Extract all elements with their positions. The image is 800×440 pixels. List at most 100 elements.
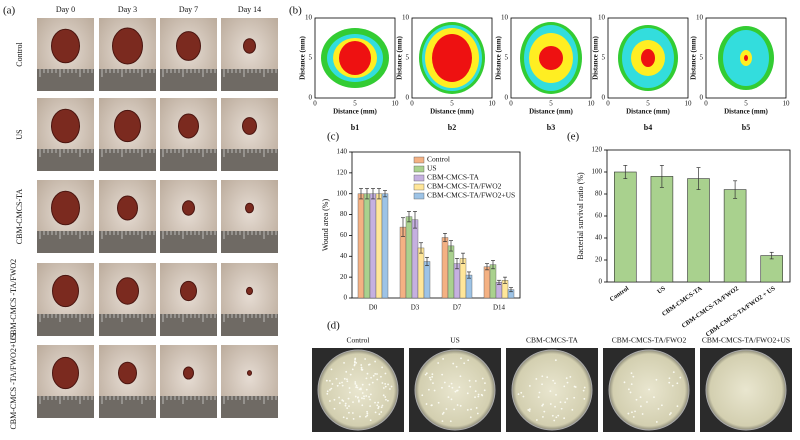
- colony: [442, 411, 445, 414]
- colony: [354, 360, 356, 363]
- map-region: [744, 55, 748, 61]
- ruler: [160, 314, 217, 336]
- colony: [522, 395, 525, 398]
- x-axis-label: Distance (mm): [333, 108, 377, 116]
- y-axis-label: Wound area (%): [321, 199, 330, 252]
- wound: [116, 277, 139, 305]
- ruler: [221, 149, 278, 171]
- colony: [368, 383, 371, 386]
- colony: [668, 413, 671, 416]
- colony: [450, 382, 453, 385]
- colony: [331, 383, 334, 385]
- colony: [437, 362, 440, 364]
- colony: [369, 393, 372, 396]
- colony: [329, 379, 331, 382]
- ruler: [99, 396, 156, 418]
- x-tick-label: 5: [549, 100, 553, 108]
- column-header: Day 14: [238, 5, 261, 14]
- colony: [429, 378, 432, 381]
- colony: [376, 373, 378, 375]
- x-tick-label: CBM-CMCS-TA/FWO2 + US: [705, 285, 777, 339]
- y-axis-label: Distance (mm): [495, 35, 503, 79]
- colony: [348, 405, 350, 408]
- colony: [676, 405, 679, 408]
- error-bar: [659, 165, 664, 188]
- colony: [432, 382, 434, 385]
- error-bar: [407, 211, 411, 223]
- colony: [369, 398, 371, 401]
- colony: [326, 392, 329, 395]
- colony: [355, 384, 358, 387]
- colony: [655, 421, 658, 423]
- colony: [355, 361, 358, 364]
- colony: [363, 397, 365, 400]
- error-bar: [491, 260, 495, 270]
- colony: [342, 416, 345, 419]
- bar: [411, 219, 419, 299]
- map-label: b5: [742, 123, 750, 132]
- colony: [476, 412, 479, 415]
- colony: [342, 400, 345, 402]
- wound-photo: [221, 263, 278, 336]
- colony: [377, 407, 380, 410]
- colony: [346, 407, 349, 410]
- plate-dish: [414, 349, 496, 431]
- distribution-map: 00 5 5 10 10 Distance (mm) Distance (mm) b2: [396, 14, 496, 132]
- wound: [246, 286, 253, 296]
- colony: [441, 386, 443, 389]
- bar: [441, 237, 449, 299]
- error-bar: [419, 242, 423, 254]
- colony: [554, 359, 557, 362]
- wound-photo: [37, 18, 94, 91]
- colony: [377, 401, 380, 404]
- colony: [541, 375, 544, 378]
- x-tick-label: 5: [646, 100, 650, 108]
- colony: [329, 388, 331, 391]
- colony: [527, 409, 530, 411]
- colony: [363, 395, 365, 398]
- colony: [528, 385, 531, 387]
- y-tick-label: 0: [602, 94, 606, 102]
- colony: [474, 380, 477, 382]
- legend-label: CBM-CMCS-TA/FWO2+US: [427, 191, 515, 200]
- colony: [374, 411, 377, 414]
- ruler: [37, 396, 94, 418]
- colony: [343, 377, 346, 380]
- y-axis-label: Distance (mm): [299, 35, 307, 79]
- error-bar: [383, 190, 387, 198]
- y-axis-label: Distance (mm): [690, 35, 698, 79]
- colony: [370, 376, 372, 379]
- colony: [338, 382, 341, 385]
- panel-label: (c): [327, 131, 340, 143]
- legend-swatch: [413, 183, 425, 191]
- colony: [380, 406, 383, 409]
- y-axis-label: Distance (mm): [396, 35, 404, 79]
- colony: [627, 388, 630, 391]
- legend-label: CBM-CMCS-TA/FWO2: [427, 182, 502, 191]
- colony: [542, 403, 545, 406]
- colony: [354, 382, 357, 385]
- colony: [329, 400, 331, 402]
- legend-label: Control: [427, 155, 450, 164]
- map-frame: [314, 17, 396, 99]
- wound: [114, 109, 141, 143]
- map-label: b4: [644, 123, 652, 132]
- colony: [537, 396, 540, 399]
- wound-photo: [37, 263, 94, 336]
- y-axis-label: Distance (mm): [592, 35, 600, 79]
- distribution-map: 00 5 5 10 10 Distance (mm) Distance (mm) b4: [592, 14, 692, 132]
- legend-swatch: [413, 156, 425, 164]
- bar: [357, 193, 365, 299]
- colony: [623, 381, 626, 384]
- colony: [380, 411, 383, 413]
- colony: [354, 395, 357, 398]
- colony: [676, 382, 679, 385]
- error-bar: [371, 188, 375, 200]
- colony: [646, 401, 648, 403]
- ruler: [160, 396, 217, 418]
- bar: [363, 193, 371, 299]
- column-header: Day 3: [118, 5, 137, 14]
- bar: [417, 247, 425, 299]
- colony: [655, 378, 658, 381]
- colony: [365, 377, 368, 380]
